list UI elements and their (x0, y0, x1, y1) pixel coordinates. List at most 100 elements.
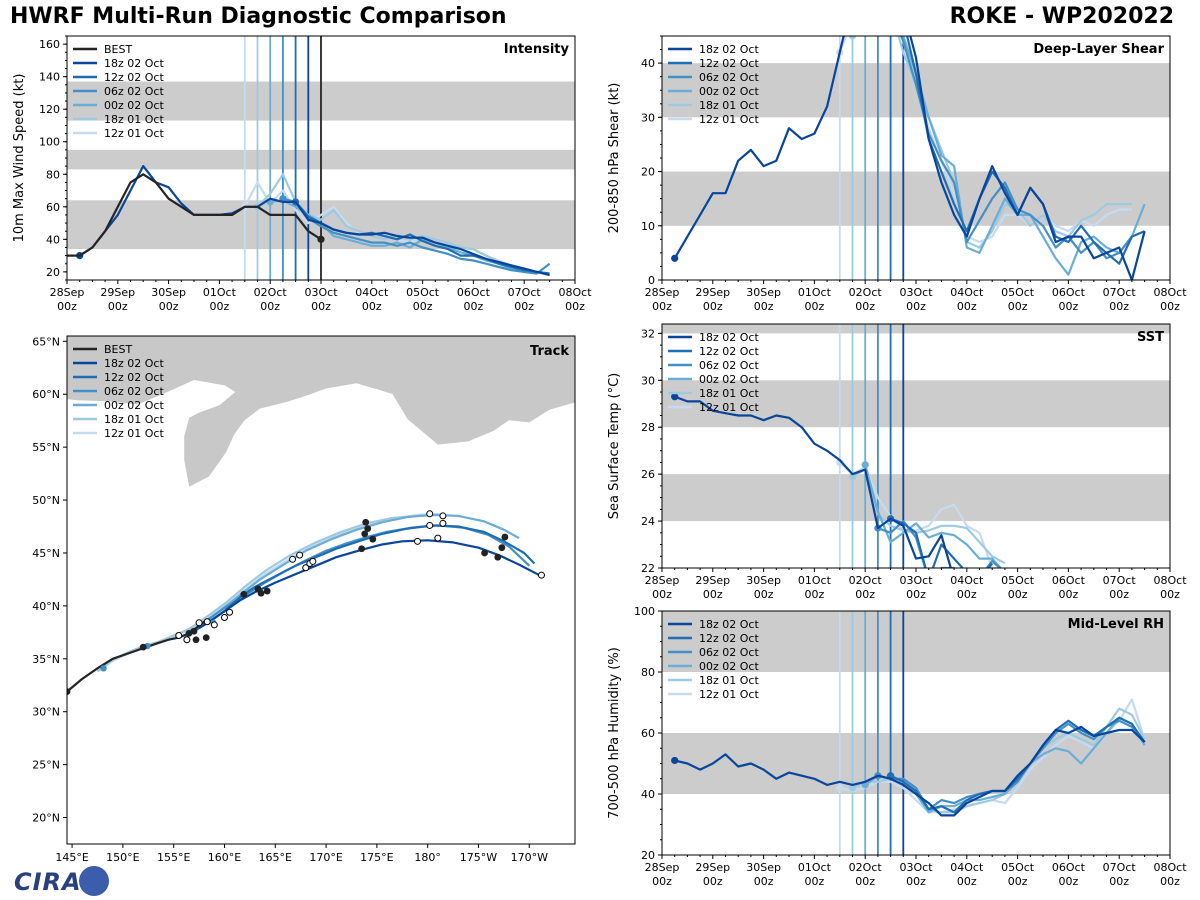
track-marker-forecast (309, 557, 317, 565)
rh-init-point (836, 784, 844, 792)
rh-xtick-hour: 00z (1109, 875, 1129, 888)
intensity-xtick-hour: 00z (260, 300, 280, 313)
shear-series-line (902, 36, 1146, 276)
intensity-xtick-hour: 00z (57, 300, 77, 313)
rh-legend-label: 06z 02 Oct (699, 646, 759, 659)
track-marker-best (501, 533, 509, 541)
track-marker-best (192, 636, 200, 644)
sst-legend-label: 18z 02 Oct (699, 331, 759, 344)
intensity-ytick-label: 20 (46, 266, 60, 279)
rh-legend-label: 12z 02 Oct (699, 632, 759, 645)
sst-xtick-hour: 00z (703, 588, 723, 601)
track-title: Track (530, 344, 569, 359)
shear-xtick-hour: 00z (652, 300, 672, 313)
track-marker-best (139, 643, 147, 651)
sst-xtick-hour: 00z (1008, 588, 1028, 601)
sst-init-point (671, 393, 679, 401)
intensity-xtick-date: 07Oct (508, 286, 542, 299)
intensity-series-line (67, 173, 322, 257)
track-line (198, 539, 540, 630)
intensity-legend-label: 18z 02 Oct (104, 57, 164, 70)
intensity-legend-label: 00z 02 Oct (104, 99, 164, 112)
rh-xtick-date: 05Oct (1001, 861, 1035, 874)
intensity-xtick-hour: 00z (159, 300, 179, 313)
shear-xtick-hour: 00z (805, 300, 825, 313)
track-marker-forecast (203, 618, 211, 626)
shear-ylabel: 200-850 hPa Shear (kt) (607, 83, 622, 234)
track-marker-best (498, 544, 506, 552)
rh-ytick-label: 60 (641, 727, 655, 740)
track-legend-label: 06z 02 Oct (104, 385, 164, 398)
track-marker-forecast (439, 519, 447, 527)
track-marker-best (361, 530, 369, 538)
rh-title: Mid-Level RH (1068, 617, 1164, 632)
cira-logo: CIRA (4, 866, 109, 898)
sst-xtick-date: 07Oct (1103, 574, 1137, 587)
track-marker-best (185, 629, 193, 637)
rh-xtick-hour: 00z (1008, 875, 1028, 888)
rh-xtick-date: 29Sep (695, 861, 730, 874)
sst-legend-label: 06z 02 Oct (699, 359, 759, 372)
intensity-xtick-hour: 00z (464, 300, 484, 313)
sst-ytick-label: 30 (641, 374, 655, 387)
track-marker-forecast (414, 537, 422, 545)
track-marker-best (369, 535, 377, 543)
sst-series-line (890, 517, 994, 568)
sst-ytick-label: 28 (641, 421, 655, 434)
track-ytick-label: 60°N (32, 388, 60, 401)
shear-xtick-date: 29Sep (695, 286, 730, 299)
rh-xtick-date: 30Sep (746, 861, 781, 874)
sst-xtick-date: 06Oct (1052, 574, 1086, 587)
land-mass (67, 336, 575, 488)
track-xtick-label: 155°E (157, 851, 190, 864)
intensity-xtick-date: 04Oct (355, 286, 389, 299)
shear-legend-label: 12z 01 Oct (699, 113, 759, 126)
track-marker-forecast (289, 555, 297, 563)
track-xtick-label: 175°E (360, 851, 393, 864)
track-marker-forecast (426, 521, 434, 529)
sst-xtick-hour: 00z (1109, 588, 1129, 601)
shear-ytick-label: 30 (641, 111, 655, 124)
sst-xtick-hour: 00z (652, 588, 672, 601)
intensity-ytick-label: 60 (46, 201, 60, 214)
rh-ytick-label: 40 (641, 788, 655, 801)
track-xtick-label: 170°E (309, 851, 342, 864)
track-xtick-label: 180° (414, 851, 441, 864)
sst-legend-label: 00z 02 Oct (699, 373, 759, 386)
sst-legend-label: 12z 02 Oct (699, 345, 759, 358)
sst-xtick-hour: 00z (855, 588, 875, 601)
shear-legend-label: 00z 02 Oct (699, 85, 759, 98)
track-marker-forecast (226, 608, 234, 616)
intensity-plot-area (67, 36, 575, 280)
sst-xtick-hour: 00z (754, 588, 774, 601)
shear-ytick-label: 40 (641, 57, 655, 70)
track-legend-label: BEST (104, 343, 132, 356)
intensity-legend-label: 18z 01 Oct (104, 113, 164, 126)
rh-plot-area (662, 611, 1170, 855)
intensity-ytick-label: 120 (39, 103, 60, 116)
rh-xtick-date: 04Oct (950, 861, 984, 874)
intensity-title: Intensity (504, 42, 570, 57)
intensity-xtick-hour: 00z (210, 300, 230, 313)
rh-ylabel: 700-500 hPa Humidity (%) (607, 647, 622, 819)
shear-xtick-hour: 00z (1008, 300, 1028, 313)
sst-xtick-hour: 00z (1059, 588, 1079, 601)
track-marker-best (494, 553, 502, 561)
sst-plot-area (662, 324, 1170, 568)
track-marker-forecast (210, 621, 218, 629)
rh-panel: 2040608010028Sep00z29Sep00z30Sep00z01Oct… (607, 605, 1187, 888)
sst-series-line (877, 519, 1002, 568)
track-panel: 145°E 150°E 155°E 160°E 165°E 170°E 175°E 180° 1… (32, 335, 576, 864)
track-marker-forecast (426, 510, 434, 518)
rh-ytick-label: 100 (634, 605, 655, 618)
shear-ytick-label: 0 (648, 274, 655, 287)
track-xtick-label: 175°W (460, 851, 497, 864)
shear-title: Deep-Layer Shear (1033, 42, 1164, 57)
sst-init-point (861, 461, 869, 469)
track-marker-forecast (220, 614, 228, 622)
intensity-ytick-label: 140 (39, 71, 60, 84)
intensity-xtick-date: 03Oct (304, 286, 338, 299)
track-ytick-label: 65°N (32, 335, 60, 348)
shear-legend-label: 18z 02 Oct (699, 43, 759, 56)
shear-xtick-hour: 00z (754, 300, 774, 313)
